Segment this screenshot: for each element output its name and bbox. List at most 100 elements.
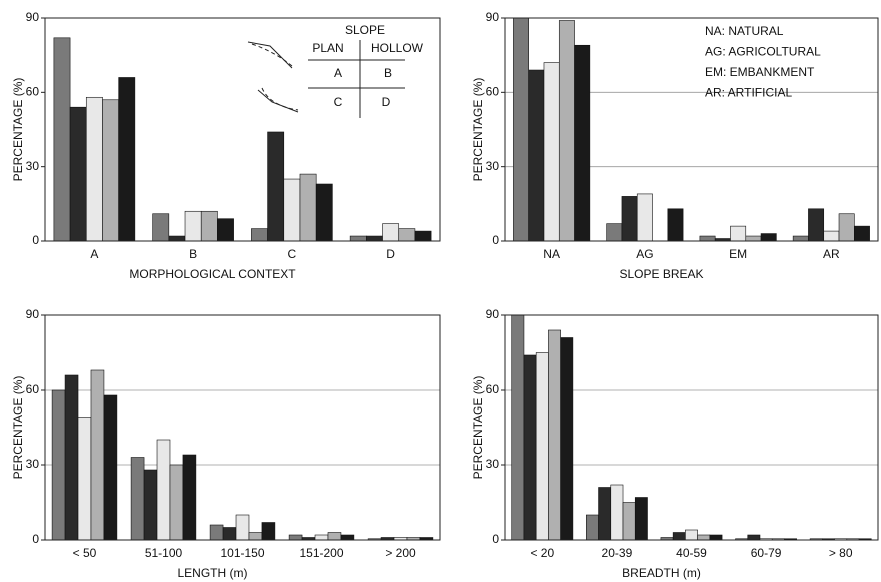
bar [103,394,118,541]
bar [51,389,66,541]
bar [235,514,250,541]
plot-frame [504,17,879,242]
bar [636,193,653,242]
plot-frame [44,17,441,242]
y-tick-label: 90 [26,307,40,321]
bar [283,178,301,242]
bar [823,230,840,242]
y-axis-label: PERCENTAGE (%) [11,78,25,182]
y-axis-label: PERCENTAGE (%) [471,78,485,182]
bar [184,210,202,242]
bar [69,106,87,242]
bar [222,527,237,541]
bar [314,534,329,541]
bar [709,534,723,541]
bar [414,230,432,242]
annotation: NA: NATURAL [705,24,784,38]
annotation: AG: AGRICOLTURAL [705,45,821,59]
x-axis-label: SLOPE BREAK [619,267,703,281]
bar [102,99,119,242]
bar [349,235,367,242]
bar [156,439,171,541]
inset-cell: B [384,66,392,80]
x-tick-label: EM [729,247,747,261]
inset-column: HOLLOW [371,41,424,55]
y-tick-label: 60 [26,85,40,99]
bar [558,20,575,242]
x-tick-label: 151-200 [299,546,343,560]
bar [543,62,560,242]
inset-column: PLAN [312,41,343,55]
y-tick-label: 90 [486,307,500,321]
y-tick-label: 0 [32,233,39,247]
x-tick-label: 101-150 [220,546,264,560]
sketch-line [247,41,293,69]
bar [606,223,623,242]
bar [586,514,599,541]
bar [261,522,276,541]
bar [267,131,285,242]
y-tick-label: 0 [32,532,39,546]
bar [315,183,333,242]
bar [854,225,870,242]
x-axis-label: MORPHOLOGICAL CONTEXT [129,267,296,281]
sketch-line [251,43,293,67]
y-axis-label: PERCENTAGE (%) [471,376,485,480]
x-tick-label: 20-39 [602,546,633,560]
bar [251,228,268,242]
y-tick-label: 60 [486,382,500,396]
sketch-line [261,87,299,111]
inset-cell: D [382,95,391,109]
x-tick-label: A [90,247,98,261]
bar [667,208,684,242]
bar [808,208,825,242]
bar [699,235,716,242]
bar [288,534,303,541]
y-tick-label: 30 [26,159,40,173]
bar [327,532,342,541]
bar [217,218,234,242]
bar [792,235,809,242]
bar [535,352,549,541]
annotation: EM: EMBANKMENT [705,65,815,79]
bar [523,354,537,541]
y-axis-label: PERCENTAGE (%) [11,376,25,480]
y-tick-label: 30 [486,159,500,173]
y-tick-label: 0 [492,532,499,546]
bar [621,196,638,242]
x-tick-label: 40-59 [676,546,707,560]
bar [745,235,762,242]
bar [548,329,561,541]
x-tick-label: > 80 [829,546,853,560]
bar [248,532,263,541]
y-tick-label: 0 [492,233,499,247]
slope-sketches [247,40,405,118]
x-tick-label: < 20 [530,546,554,560]
x-tick-label: < 50 [73,546,97,560]
bar [340,534,355,541]
bar [528,69,545,242]
bar [152,213,170,242]
x-tick-label: > 200 [385,546,416,560]
bar [672,532,686,541]
bar [382,223,400,242]
bar [685,529,698,541]
bar [598,487,612,541]
x-axis-label: BREADTH (m) [622,566,701,580]
x-tick-label: B [189,247,197,261]
bar [200,210,218,242]
x-tick-label: AR [823,247,840,261]
annotation: AR: ARTIFICIAL [705,86,792,100]
bar [182,454,197,541]
plot-frame [504,314,879,541]
bar [760,233,777,242]
bar [610,484,624,541]
x-tick-label: AG [636,247,653,261]
bar [838,213,855,242]
plot-frame [44,314,441,541]
y-tick-label: 60 [486,85,500,99]
y-tick-label: 90 [26,10,40,24]
x-tick-label: NA [543,247,560,261]
bar [130,457,145,541]
